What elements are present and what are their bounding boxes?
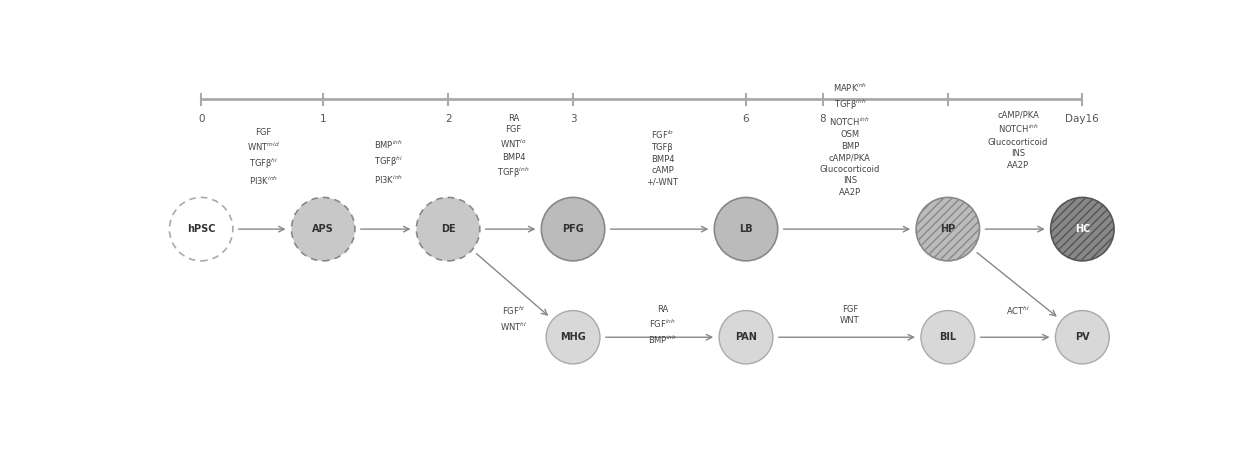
Text: 0: 0 [198,114,205,124]
Text: 3: 3 [569,114,577,124]
Ellipse shape [916,197,980,261]
Text: 6: 6 [743,114,749,124]
Text: hPSC: hPSC [187,224,216,234]
Text: 2: 2 [445,114,451,124]
Text: FGF$^{hi}$
WNT$^{hi}$: FGF$^{hi}$ WNT$^{hi}$ [500,305,527,333]
Text: HC: HC [1075,224,1090,234]
Text: FGF
WNT: FGF WNT [839,305,859,325]
Text: LB: LB [739,224,753,234]
Text: PFG: PFG [562,224,584,234]
Ellipse shape [714,197,777,261]
Text: 1: 1 [320,114,326,124]
Ellipse shape [170,197,233,261]
Text: HP: HP [940,224,956,234]
Ellipse shape [921,311,975,364]
Text: 8: 8 [820,114,826,124]
Text: FGF$^{lo}$
TGFβ
BMP4
cAMP
+/-WNT: FGF$^{lo}$ TGFβ BMP4 cAMP +/-WNT [646,128,678,186]
Text: ACT$^{hi}$: ACT$^{hi}$ [1006,305,1030,317]
Ellipse shape [542,197,605,261]
Text: DE: DE [440,224,455,234]
Ellipse shape [417,197,480,261]
Text: RA
FGF$^{inh}$
BMP$^{inh}$: RA FGF$^{inh}$ BMP$^{inh}$ [649,305,677,346]
Text: cAMP/PKA
NOTCH$^{inh}$
Glucocorticoid
INS
AA2P: cAMP/PKA NOTCH$^{inh}$ Glucocorticoid IN… [988,110,1048,169]
Ellipse shape [291,197,355,261]
Ellipse shape [719,311,773,364]
Text: BIL: BIL [939,332,956,342]
Text: BMP$^{inh}$
TGFβ$^{hi}$
PI3K$^{inh}$: BMP$^{inh}$ TGFβ$^{hi}$ PI3K$^{inh}$ [374,139,403,185]
Text: PAN: PAN [735,332,756,342]
Text: MHG: MHG [560,332,587,342]
Text: Day16: Day16 [1065,114,1099,124]
Ellipse shape [1050,197,1114,261]
Text: MAPK$^{inh}$
TGFβ$^{inh}$
NOTCH$^{inh}$
OSM
BMP
cAMP/PKA
Glucocorticoid
INS
AA2P: MAPK$^{inh}$ TGFβ$^{inh}$ NOTCH$^{inh}$ … [820,81,880,197]
Text: FGF
WNT$^{mid}$
TGFβ$^{hi}$
PI3K$^{inh}$: FGF WNT$^{mid}$ TGFβ$^{hi}$ PI3K$^{inh}$ [247,128,280,187]
Text: RA
FGF
WNT$^{lo}$
BMP4
TGFβ$^{inh}$: RA FGF WNT$^{lo}$ BMP4 TGFβ$^{inh}$ [497,114,529,180]
Text: APS: APS [312,224,334,234]
Text: PV: PV [1075,332,1090,342]
Ellipse shape [546,311,600,364]
Ellipse shape [1055,311,1110,364]
